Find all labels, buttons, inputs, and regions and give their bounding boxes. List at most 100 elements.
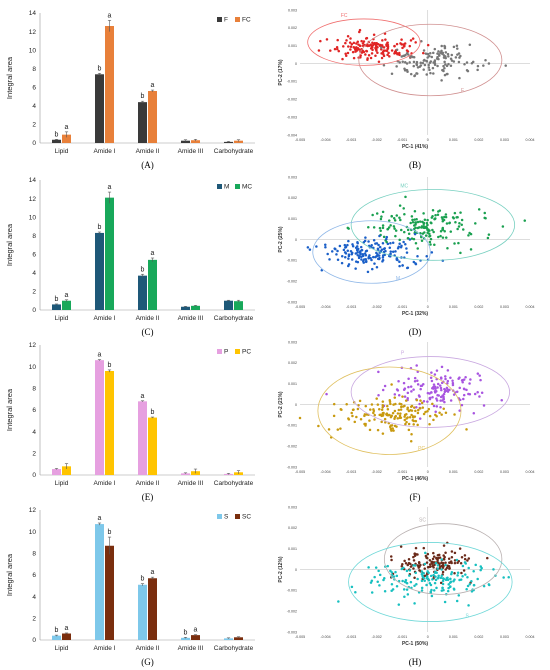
- panel-label: (B): [409, 160, 421, 170]
- scatter-point: [417, 408, 420, 412]
- scatter-point: [413, 232, 417, 236]
- scatter-point: [402, 381, 406, 385]
- scatter-point: [412, 388, 415, 391]
- panel-label: (H): [409, 657, 422, 667]
- x-tick-label: -0.003: [346, 138, 356, 142]
- scatter-point: [465, 588, 468, 591]
- y-tick-label: -0.002: [287, 609, 297, 613]
- scatter-point: [378, 408, 381, 411]
- scatter-point: [414, 226, 417, 230]
- y-tick-label: 10: [29, 214, 37, 221]
- scatter-point: [440, 413, 443, 416]
- scatter-point: [347, 227, 350, 230]
- y-tick-label: 14: [29, 10, 37, 17]
- scatter-point: [424, 551, 427, 555]
- category-label: Carbohydrate: [214, 480, 254, 487]
- scatter-point: [405, 62, 409, 65]
- scatter-point: [450, 59, 454, 62]
- scatter-point: [384, 249, 387, 253]
- scatter-point: [431, 66, 435, 70]
- scatter-point: [366, 44, 369, 48]
- scatter-point: [377, 60, 381, 64]
- y-tick-label: 0.002: [288, 196, 297, 200]
- scatter-point: [457, 60, 461, 64]
- y-tick-label: 6: [32, 84, 36, 91]
- scatter-point: [435, 369, 439, 372]
- scatter-point: [406, 593, 410, 596]
- scatter-point: [406, 397, 409, 400]
- scatter-point: [378, 573, 382, 577]
- scatter-point: [387, 51, 390, 55]
- scatter-point: [403, 404, 406, 408]
- scatter-point: [440, 79, 443, 82]
- scatter-point: [405, 412, 408, 416]
- scatter-point: [444, 561, 447, 565]
- scatter-point: [430, 391, 433, 394]
- scatter-point: [392, 225, 396, 228]
- scatter-point: [431, 395, 434, 399]
- scatter-point: [390, 414, 394, 418]
- scatter-point: [370, 591, 374, 594]
- scatter-point: [461, 564, 465, 568]
- scatter-point: [410, 413, 413, 417]
- scatter-point: [324, 245, 327, 249]
- scatter-point: [408, 44, 412, 48]
- scatter-point: [463, 561, 467, 564]
- legend-label: S: [224, 514, 229, 521]
- scatter-point: [349, 48, 352, 51]
- scatter-point: [370, 403, 374, 406]
- scatter-point: [383, 384, 387, 388]
- scatter-point: [351, 245, 355, 248]
- scatter-point: [420, 589, 424, 592]
- scatter-point: [349, 250, 353, 253]
- scatter-point: [450, 561, 453, 565]
- scatter-point: [465, 388, 468, 392]
- scatter-point: [455, 390, 459, 394]
- pca-scatter-panel: -0.005 -0.004 -0.003 -0.002 -0.001 0 0.001 0.00…: [278, 8, 535, 170]
- scatter-point: [335, 45, 339, 49]
- scatter-point: [344, 246, 347, 249]
- scatter-point: [482, 64, 485, 67]
- y-tick-label: 0: [295, 62, 297, 66]
- y-tick-label: 0.003: [288, 175, 297, 179]
- x-tick-label: -0.003: [346, 635, 356, 639]
- scatter-point: [460, 218, 464, 222]
- scatter-point: [409, 439, 413, 443]
- scatter-point: [444, 213, 448, 216]
- scatter-point: [425, 576, 428, 580]
- scatter-point: [444, 411, 448, 414]
- scatter-point: [399, 218, 402, 222]
- scatter-point: [416, 411, 420, 415]
- scatter-point: [373, 413, 377, 417]
- scatter-point: [454, 220, 457, 224]
- scatter-point: [413, 379, 417, 383]
- scatter-point: [346, 51, 350, 55]
- scatter-point: [400, 38, 403, 41]
- scatter-point: [355, 245, 359, 248]
- y-tick-label: -0.002: [287, 279, 297, 283]
- scatter-point: [356, 260, 360, 264]
- scatter-point: [383, 590, 387, 593]
- scatter-point: [422, 212, 425, 215]
- scatter-point: [458, 578, 461, 582]
- x-tick-label: -0.005: [295, 470, 305, 474]
- scatter-point: [461, 380, 464, 384]
- scatter-point: [421, 406, 425, 409]
- scatter-point: [336, 249, 339, 253]
- significance-letter: b: [55, 296, 59, 303]
- scatter-point: [381, 414, 385, 417]
- scatter-point: [455, 216, 458, 219]
- scatter-point: [434, 387, 437, 391]
- bar: [52, 635, 61, 640]
- scatter-point: [447, 62, 450, 66]
- bar: [224, 300, 233, 310]
- scatter-point: [403, 213, 406, 216]
- scatter-point: [388, 55, 391, 58]
- scatter-point: [381, 400, 385, 403]
- x-tick-label: -0.003: [346, 470, 356, 474]
- scatter-point: [487, 62, 491, 65]
- scatter-point: [442, 407, 445, 410]
- y-tick-label: -0.003: [287, 300, 297, 304]
- scatter-point: [441, 579, 445, 583]
- scatter-point: [380, 52, 383, 55]
